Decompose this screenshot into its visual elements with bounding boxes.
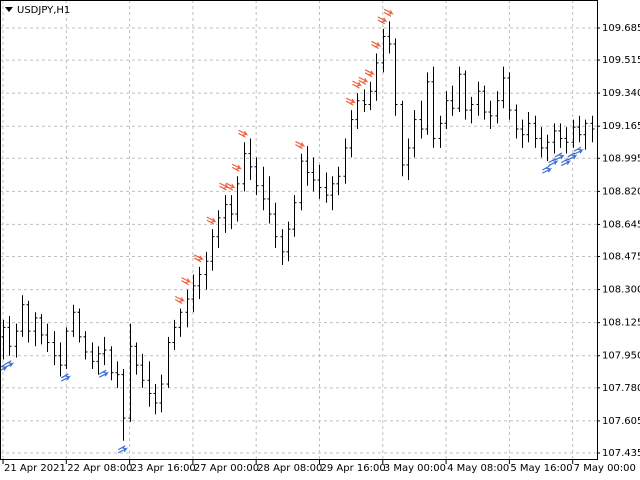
marks xyxy=(0,8,595,454)
symbol-menu-icon[interactable] xyxy=(5,7,13,12)
sell-arrow xyxy=(345,97,356,106)
plot-border xyxy=(0,0,598,460)
y-tick-label: 109.685 xyxy=(602,23,640,34)
buy-arrow xyxy=(4,360,15,369)
y-tick-label: 109.165 xyxy=(602,121,640,132)
sell-arrow xyxy=(358,76,369,85)
sell-arrow xyxy=(364,69,375,78)
buy-arrow xyxy=(567,152,578,161)
buy-arrow xyxy=(548,158,559,167)
sell-arrow xyxy=(174,295,185,305)
sell-arrow xyxy=(371,40,382,49)
sell-arrow xyxy=(206,216,217,225)
y-tick-label: 109.515 xyxy=(602,55,640,66)
sell-arrow xyxy=(181,277,192,286)
y-tick-label: 109.340 xyxy=(602,88,640,99)
sell-arrow xyxy=(352,80,363,89)
y-tick-label: 107.435 xyxy=(602,448,640,459)
y-tick-label: 108.995 xyxy=(602,153,640,164)
x-tick-label: 7 May 00:00 xyxy=(574,463,636,474)
buy-arrow xyxy=(561,158,572,167)
x-tick-label: 21 Apr 2021 xyxy=(4,463,66,474)
buy-arrow xyxy=(98,369,110,378)
x-tick-label: 29 Apr 16:00 xyxy=(320,463,385,474)
y-tick-label: 107.605 xyxy=(602,416,640,427)
x-tick-label: 5 May 16:00 xyxy=(510,463,572,474)
y-tick-label: 108.645 xyxy=(602,219,640,230)
y-tick-label: 107.780 xyxy=(602,383,640,394)
buy-arrow xyxy=(573,146,584,155)
y-tick-label: 108.125 xyxy=(602,318,640,329)
y-tick-label: 108.820 xyxy=(602,186,640,197)
x-tick-label: 3 May 00:00 xyxy=(384,463,446,474)
x-tick-label: 23 Apr 16:00 xyxy=(131,463,196,474)
buy-arrow xyxy=(554,152,565,161)
sell-arrow xyxy=(383,8,394,17)
sell-arrow xyxy=(295,141,306,150)
y-tick-label: 108.475 xyxy=(602,252,640,263)
buy-arrow xyxy=(117,445,129,454)
sell-arrow xyxy=(377,16,388,25)
sell-arrow xyxy=(225,182,236,191)
x-tick-label: 27 Apr 00:00 xyxy=(194,463,259,474)
sell-arrow xyxy=(238,129,249,138)
buy-arrow xyxy=(61,373,72,382)
grid xyxy=(0,0,597,460)
buy-arrow xyxy=(542,165,553,174)
sell-arrow xyxy=(193,254,204,263)
x-tick-label: 28 Apr 08:00 xyxy=(257,463,322,474)
x-tick-label: 22 Apr 08:00 xyxy=(67,463,132,474)
y-tick-label: 108.300 xyxy=(602,285,640,296)
sell-arrow xyxy=(231,163,242,172)
y-tick-label: 107.950 xyxy=(602,351,640,362)
chart-title: USDJPY,H1 xyxy=(17,5,70,16)
x-tick-label: 4 May 08:00 xyxy=(447,463,509,474)
